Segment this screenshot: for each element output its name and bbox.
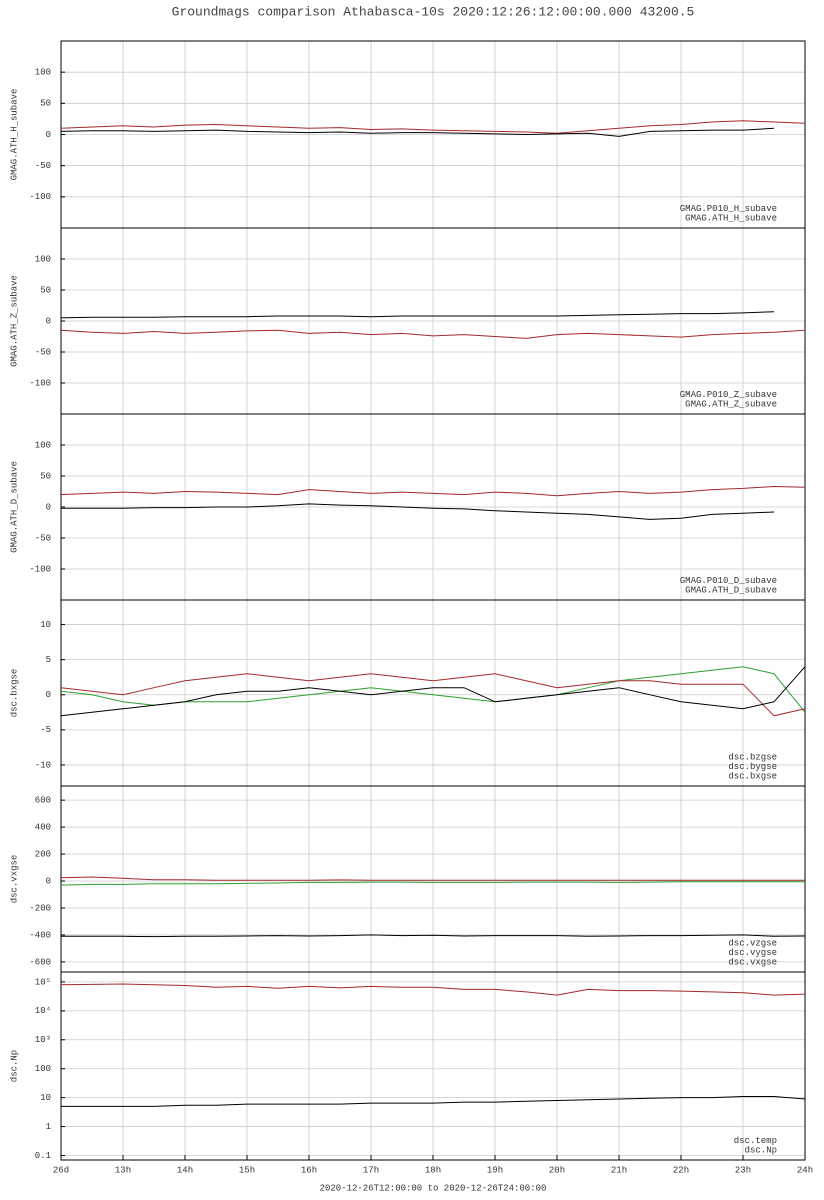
y-tick-label: 5 (46, 655, 51, 665)
y-axis-label: dsc.vxgse (9, 855, 19, 904)
y-tick-label: 0 (46, 130, 51, 140)
x-tick-label: 19h (487, 1165, 503, 1175)
y-tick-label: 0 (46, 876, 51, 886)
x-tick-label: 21h (611, 1165, 627, 1175)
series-line (60, 311, 775, 319)
legend-entry: GMAG.P010_H_subave (680, 204, 777, 214)
legend-entry: dsc.Np (745, 1145, 777, 1155)
y-tick-label: -10 (35, 760, 51, 770)
legend-entry: GMAG.ATH_D_subave (685, 585, 777, 595)
legend-entry: GMAG.ATH_H_subave (685, 213, 777, 223)
legend-entry: dsc.temp (734, 1136, 777, 1146)
y-tick-label: -50 (35, 347, 51, 357)
y-tick-label: 10 (40, 1093, 51, 1103)
y-tick-label: 10 (40, 620, 51, 630)
legend-entry: GMAG.P010_D_subave (680, 576, 777, 586)
x-tick-label: 14h (177, 1165, 193, 1175)
y-tick-label: 0 (46, 690, 51, 700)
y-tick-label: 0.1 (35, 1151, 51, 1161)
y-tick-label: 10³ (35, 1035, 51, 1045)
y-tick-label: -100 (29, 378, 51, 388)
legend-entry: dsc.bygse (728, 762, 777, 772)
y-tick-label: 10⁵ (35, 977, 51, 987)
x-tick-label: 20h (549, 1165, 565, 1175)
y-tick-label: 100 (35, 254, 51, 264)
y-tick-label: 0 (46, 502, 51, 512)
chart-title: Groundmags comparison Athabasca-10s 2020… (172, 4, 695, 19)
y-tick-label: -5 (40, 725, 51, 735)
y-tick-label: 0 (46, 316, 51, 326)
legend-entry: GMAG.P010_Z_subave (680, 390, 777, 400)
y-axis-label: dsc.bxgse (9, 669, 19, 718)
series-line (60, 666, 806, 717)
y-tick-label: 50 (40, 99, 51, 109)
series-line (60, 673, 806, 717)
y-axis-label: GMAG.ATH_H_subave (9, 89, 19, 181)
y-tick-label: 50 (40, 285, 51, 295)
y-tick-label: -50 (35, 533, 51, 543)
y-tick-label: 400 (35, 822, 51, 832)
y-tick-label: 100 (35, 440, 51, 450)
y-tick-label: -50 (35, 161, 51, 171)
y-tick-label: 100 (35, 68, 51, 78)
legend-entry: dsc.vxgse (728, 957, 777, 967)
y-tick-label: -400 (29, 930, 51, 940)
legend-entry: GMAG.ATH_Z_subave (685, 399, 777, 409)
y-tick-label: 1 (46, 1122, 51, 1132)
series-line (60, 127, 775, 137)
y-tick-label: -200 (29, 903, 51, 913)
legend-entry: dsc.bxgse (728, 771, 777, 781)
y-tick-label: 200 (35, 849, 51, 859)
x-axis-label: 2020-12-26T12:00:00 to 2020-12-26T24:00:… (320, 1183, 547, 1193)
y-tick-label: -100 (29, 192, 51, 202)
y-tick-label: 100 (35, 1064, 51, 1074)
y-tick-label: 10⁴ (35, 1005, 51, 1016)
y-axis-label: dsc.Np (9, 1050, 19, 1082)
x-tick-label: 13h (115, 1165, 131, 1175)
x-tick-label: 24h (797, 1165, 813, 1175)
series-line (60, 881, 805, 886)
y-axis-label: GMAG.ATH_D_subave (9, 461, 19, 553)
x-tick-label: 22h (673, 1165, 689, 1175)
series-line (61, 934, 806, 938)
legend-entry: dsc.bzgse (728, 752, 777, 762)
y-tick-label: 600 (35, 796, 51, 806)
y-tick-label: -100 (29, 564, 51, 574)
series-line (60, 983, 806, 996)
series-line (61, 503, 775, 520)
legend-entry: dsc.vzgse (728, 938, 777, 948)
series-line (60, 485, 806, 497)
x-tick-label: 18h (425, 1165, 441, 1175)
y-tick-label: -600 (29, 957, 51, 967)
series-line (60, 120, 806, 134)
y-axis-label: GMAG.ATH_Z_subave (9, 275, 19, 367)
series-line (60, 329, 806, 339)
legend-entry: dsc.vygse (728, 948, 777, 958)
x-tick-label: 17h (363, 1165, 379, 1175)
x-tick-label: 16h (301, 1165, 317, 1175)
series-line (61, 1096, 806, 1107)
series-line (60, 876, 805, 881)
x-tick-label: 23h (735, 1165, 751, 1175)
y-tick-label: 50 (40, 471, 51, 481)
x-tick-label: 26d (53, 1165, 69, 1175)
x-tick-label: 15h (239, 1165, 255, 1175)
